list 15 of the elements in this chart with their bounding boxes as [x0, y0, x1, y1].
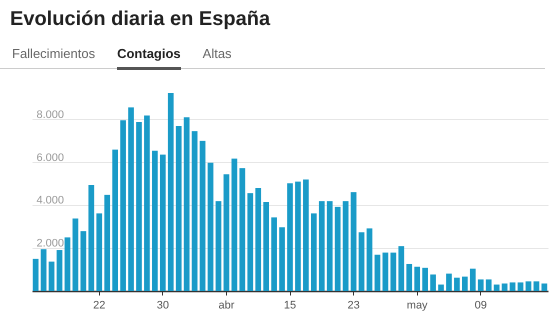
chart-title: Evolución diaria en España — [10, 8, 270, 31]
y-tick-label: 4.000 — [36, 194, 64, 207]
x-tick-label: abr — [218, 300, 235, 312]
y-tick-label: 8.000 — [36, 108, 64, 121]
text: Contagios — [117, 46, 181, 70]
x-tick-label: may — [406, 300, 428, 312]
x-tick-label: 15 — [284, 300, 296, 312]
x-tick-label: 09 — [474, 300, 487, 312]
text: Altas — [202, 46, 232, 63]
x-tick-label: 22 — [93, 300, 106, 312]
y-tick-label: 6.000 — [36, 152, 64, 164]
x-tick-label: 23 — [347, 300, 360, 312]
y-tick-label: 2.000 — [36, 238, 64, 250]
x-tick-label: 30 — [156, 300, 169, 312]
text: Fallecimientos — [12, 46, 96, 63]
